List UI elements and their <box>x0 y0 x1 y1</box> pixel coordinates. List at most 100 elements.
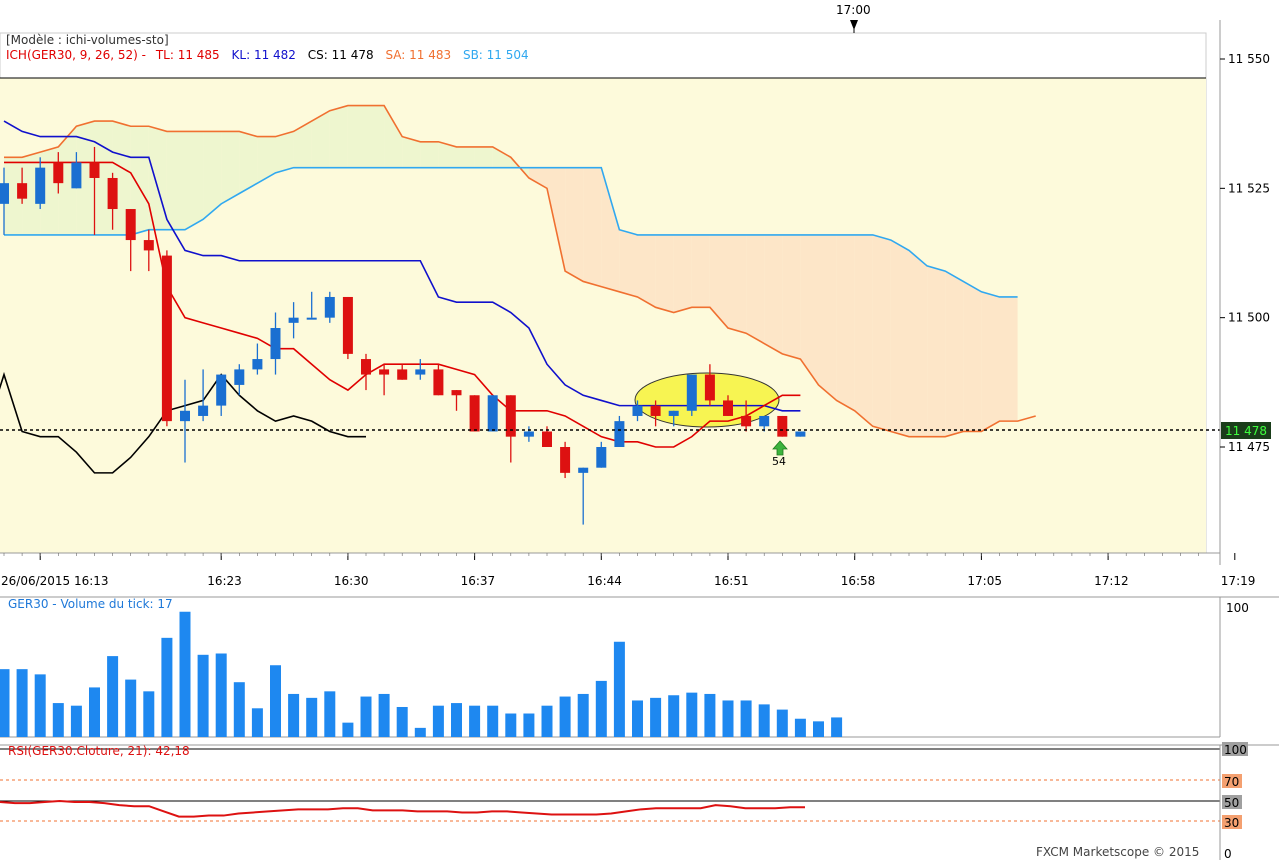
volume-bar[interactable] <box>215 653 227 737</box>
candle[interactable] <box>361 353 371 391</box>
candle[interactable] <box>89 146 100 235</box>
volume-bar[interactable] <box>251 708 263 737</box>
volume-bar[interactable] <box>813 721 824 737</box>
candle[interactable] <box>17 167 28 204</box>
volume-bar[interactable] <box>650 697 662 737</box>
volume-bar[interactable] <box>505 713 517 737</box>
volume-bar[interactable] <box>414 727 426 737</box>
volume-bar[interactable] <box>16 669 28 737</box>
candle[interactable] <box>469 395 480 432</box>
candle[interactable] <box>161 250 172 427</box>
volume-bar[interactable] <box>432 705 444 737</box>
candle[interactable] <box>306 291 317 320</box>
volume-bar[interactable] <box>794 718 806 737</box>
volume-bar[interactable] <box>288 693 300 737</box>
volume-bar[interactable] <box>270 665 281 737</box>
volume-bar[interactable] <box>34 674 46 737</box>
volume-bar[interactable] <box>233 682 245 737</box>
volume-bar[interactable] <box>451 703 462 737</box>
candle[interactable] <box>560 441 571 479</box>
candle[interactable] <box>234 364 245 396</box>
volume-bar[interactable] <box>360 696 372 737</box>
volume-bar[interactable] <box>559 696 571 737</box>
volume-bar[interactable] <box>831 717 843 737</box>
candle[interactable] <box>397 364 408 380</box>
volume-bar[interactable] <box>52 703 64 737</box>
volume-bar[interactable] <box>758 704 770 737</box>
candle[interactable] <box>125 209 136 272</box>
candle[interactable] <box>379 364 390 396</box>
candle[interactable] <box>415 359 426 380</box>
volume-bar[interactable] <box>161 637 173 737</box>
candle[interactable] <box>252 343 263 375</box>
volume-bar[interactable] <box>613 641 625 737</box>
time-axis[interactable]: 26/06/2015 16:13 16:23 16:30 16:37 16:44 16:5… <box>0 552 1255 588</box>
candle[interactable] <box>216 374 227 416</box>
candle-body <box>161 255 172 422</box>
cloud-segment <box>655 234 674 313</box>
volume-bar[interactable] <box>107 656 119 737</box>
candle[interactable] <box>523 426 534 442</box>
price-axis[interactable]: 11 550 11 525 11 500 11 475 11 478 <box>1219 20 1279 565</box>
candle[interactable] <box>180 379 190 463</box>
candle[interactable] <box>650 400 661 427</box>
candle[interactable] <box>723 395 733 416</box>
candle[interactable] <box>270 312 281 375</box>
candle[interactable] <box>632 400 643 422</box>
candle[interactable] <box>741 400 752 432</box>
cloud-segment <box>221 131 240 204</box>
volume-bar[interactable] <box>686 692 698 737</box>
candle[interactable] <box>759 415 770 432</box>
candle[interactable] <box>0 167 9 235</box>
volume-bar[interactable] <box>396 706 408 737</box>
volume-bar[interactable] <box>595 680 607 737</box>
cloud-segment <box>601 167 620 292</box>
volume-bar[interactable] <box>306 697 318 737</box>
candle[interactable] <box>668 410 679 427</box>
candle[interactable] <box>451 390 462 411</box>
candle[interactable] <box>53 152 64 194</box>
candle[interactable] <box>198 369 209 422</box>
cloud-segment <box>293 121 312 168</box>
candle[interactable] <box>777 415 788 437</box>
candle[interactable] <box>107 172 118 230</box>
candle-body <box>596 447 607 468</box>
volume-bar[interactable] <box>0 669 10 737</box>
volume-bar[interactable] <box>523 713 535 737</box>
candle[interactable] <box>487 395 498 432</box>
volume-bar[interactable] <box>125 679 137 737</box>
volume-bar[interactable] <box>324 691 336 737</box>
candle[interactable] <box>433 364 444 396</box>
candle[interactable] <box>578 467 589 525</box>
volume-bar[interactable] <box>469 705 481 737</box>
candle[interactable] <box>686 374 697 416</box>
candle[interactable] <box>71 152 82 189</box>
candle[interactable] <box>35 157 46 210</box>
volume-bar[interactable] <box>541 705 553 737</box>
volume-bar[interactable] <box>89 687 100 737</box>
time-tick-label: 16:44 <box>587 574 622 588</box>
volume-bar[interactable] <box>378 693 390 737</box>
volume-bar[interactable] <box>70 705 82 737</box>
candle[interactable] <box>505 395 516 463</box>
candle[interactable] <box>143 229 154 272</box>
volume-bar[interactable] <box>179 611 191 737</box>
candle[interactable] <box>288 302 299 339</box>
volume-bar[interactable] <box>577 693 589 737</box>
volume-bar[interactable] <box>342 722 354 737</box>
volume-bar[interactable] <box>143 691 155 737</box>
candle[interactable] <box>324 291 335 323</box>
candle[interactable] <box>342 296 353 360</box>
candle[interactable] <box>614 415 625 447</box>
volume-bar[interactable] <box>704 693 716 737</box>
volume-bar[interactable] <box>740 700 752 737</box>
candle[interactable] <box>596 441 607 468</box>
candle[interactable] <box>704 364 715 406</box>
candle[interactable] <box>795 431 806 437</box>
volume-bar[interactable] <box>776 709 788 737</box>
volume-bar[interactable] <box>487 705 499 737</box>
volume-bar[interactable] <box>632 700 643 737</box>
volume-bar[interactable] <box>197 654 209 737</box>
volume-bar[interactable] <box>722 700 734 737</box>
volume-bar[interactable] <box>668 695 680 737</box>
